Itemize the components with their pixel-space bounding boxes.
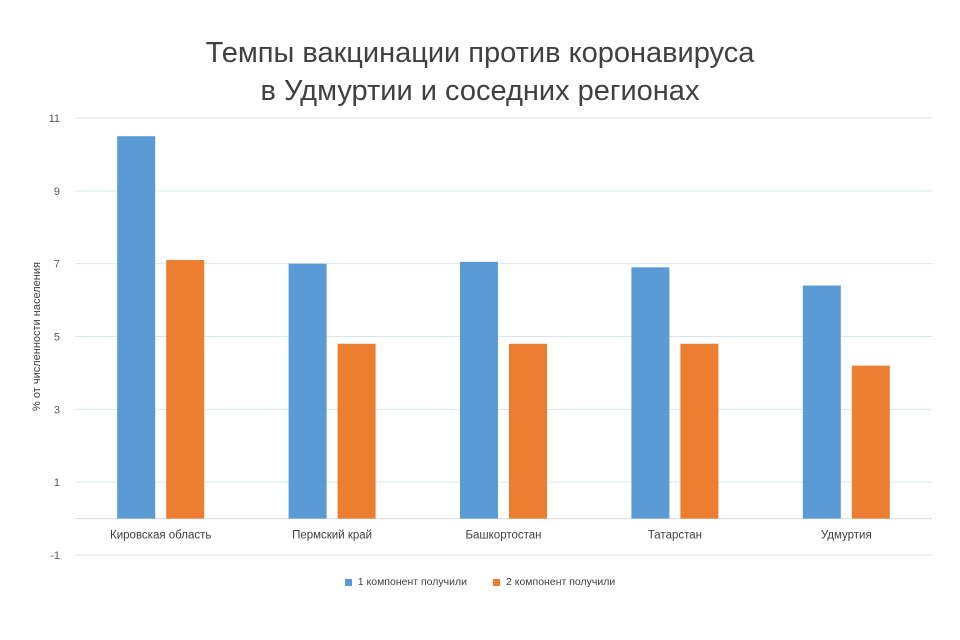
- legend-swatch-series-1: [344, 578, 352, 586]
- x-category-label-3: Татарстан: [648, 530, 702, 542]
- legend-item-series-2: 2 компонент получили: [493, 576, 615, 588]
- legend-label-series-1: 1 компонент получили: [357, 576, 467, 588]
- x-category-label-0: Кировская область: [110, 530, 211, 542]
- x-category-label-2: Башкортостан: [465, 530, 541, 542]
- bar-2-4: [851, 365, 890, 519]
- bar-1-1: [288, 263, 327, 519]
- bar-1-0: [117, 136, 156, 519]
- bar-2-3: [680, 343, 719, 519]
- y-tick-label-1: 9: [54, 186, 60, 198]
- x-category-label-1: Пермский край: [292, 530, 372, 542]
- bar-1-2: [460, 261, 498, 519]
- bar-2-1: [337, 343, 376, 519]
- bar-1-4: [802, 285, 841, 519]
- chart-title-line-1: Темпы вакцинации против коронавируса: [205, 37, 755, 69]
- y-tick-label-2: 7: [54, 259, 60, 271]
- y-tick-label-6: -1: [50, 550, 60, 562]
- x-category-label-4: Удмуртия: [821, 530, 872, 542]
- legend-item-series-1: 1 компонент получили: [344, 576, 467, 588]
- y-axis-label: % от численности населения: [31, 262, 43, 411]
- chart-title: Темпы вакцинации против коронавируса в У…: [0, 34, 960, 110]
- y-tick-label-4: 3: [54, 404, 60, 416]
- chart-title-line-2: в Удмуртии и соседних регионах: [260, 75, 700, 107]
- y-tick-label-3: 5: [54, 332, 60, 344]
- y-tick-label-0: 11: [49, 113, 60, 125]
- y-tick-label-5: 1: [54, 477, 60, 489]
- bar-2-0: [166, 260, 205, 519]
- chart-legend: 1 компонент получили 2 компонент получил…: [0, 576, 960, 588]
- legend-swatch-series-2: [493, 578, 500, 586]
- legend-label-series-2: 2 компонент получили: [506, 576, 616, 588]
- bar-2-2: [509, 343, 547, 519]
- bar-1-3: [631, 267, 670, 519]
